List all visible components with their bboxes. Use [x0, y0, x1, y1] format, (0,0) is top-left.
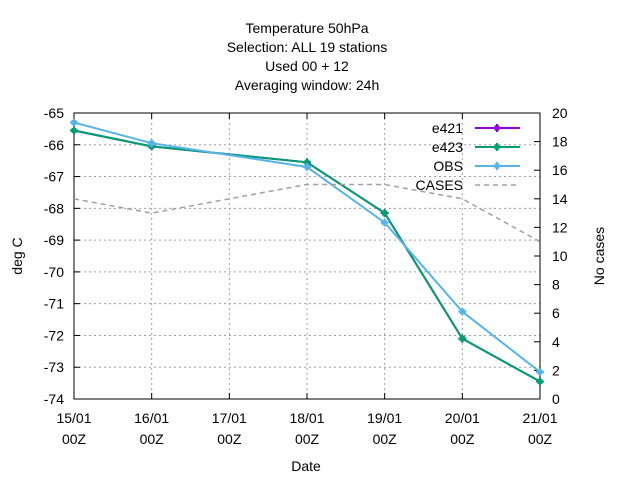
data-point — [493, 124, 501, 132]
data-point — [458, 307, 467, 316]
y2-tick-label: 16 — [552, 162, 568, 178]
marker-dot — [304, 159, 310, 165]
y2-tick-label: 2 — [552, 362, 560, 378]
marker-dot — [71, 127, 77, 133]
y2-tick-label: 8 — [552, 277, 560, 293]
y-tick-label: -74 — [44, 391, 64, 407]
data-point — [493, 162, 501, 170]
title-line: Selection: ALL 19 stations — [227, 39, 388, 55]
y2-axis-label: No cases — [591, 227, 607, 285]
title-line: Used 00 + 12 — [265, 58, 349, 74]
series — [70, 118, 544, 386]
data-point — [380, 218, 389, 227]
data-point — [493, 143, 501, 151]
x-tick-label: 15/01 — [56, 410, 91, 426]
y2-tick-label: 4 — [552, 334, 560, 350]
data-point — [536, 377, 544, 386]
y2-tick-label: 12 — [552, 219, 568, 235]
marker-dot — [494, 125, 500, 131]
x-tick-label: 00Z — [62, 431, 87, 447]
y2-tick-label: 0 — [552, 391, 560, 407]
y-tick-label: -72 — [44, 327, 64, 343]
legend-label: e423 — [432, 139, 463, 155]
data-point — [536, 367, 544, 376]
grid — [74, 113, 540, 399]
marker-dot — [494, 163, 500, 169]
y2-tick-label: 14 — [552, 191, 568, 207]
x-tick-label: 00Z — [217, 431, 242, 447]
x-tick-label: 00Z — [295, 431, 320, 447]
x-tick-label: 18/01 — [289, 410, 324, 426]
data-point — [380, 209, 389, 218]
y-tick-label: -70 — [44, 264, 64, 280]
marker-dot — [537, 369, 543, 375]
legend-label: CASES — [416, 177, 463, 193]
x-tick-label: 17/01 — [212, 410, 247, 426]
axes: -65 -66 -67 -68 -69 -70 -71 -72 -73 -74 0 2 4 6 8 10 12 1… — [9, 105, 607, 474]
marker-dot — [537, 379, 543, 385]
marker-dot — [304, 164, 310, 170]
x-tick-label: 00Z — [140, 431, 165, 447]
x-tick-label: 21/01 — [522, 410, 557, 426]
series-line — [73, 183, 541, 243]
y-tick-label: -67 — [44, 169, 64, 185]
x-tick-label: 00Z — [528, 431, 553, 447]
data-point — [147, 139, 156, 148]
y-tick-label: -73 — [44, 359, 64, 375]
x-tick-label: 19/01 — [367, 410, 402, 426]
y2-tick-label: 20 — [552, 105, 568, 121]
plot-frame — [73, 112, 541, 400]
y-tick-label: -65 — [44, 105, 64, 121]
legend: e421 e423 OBS CASES — [416, 120, 520, 193]
legend-label: e421 — [432, 120, 463, 136]
data-point — [70, 118, 78, 127]
title-line: Temperature 50hPa — [246, 20, 369, 36]
data-point — [458, 334, 467, 343]
series-line — [73, 121, 541, 373]
y2-tick-label: 18 — [552, 134, 568, 150]
y2-tick-label: 6 — [552, 305, 560, 321]
y2-tick-label: 10 — [552, 248, 568, 264]
x-tick-label: 00Z — [373, 431, 398, 447]
marker-dot — [459, 309, 465, 315]
y-tick-label: -66 — [44, 137, 64, 153]
x-tick-label: 20/01 — [445, 410, 480, 426]
chart-title: Temperature 50hPa Selection: ALL 19 stati… — [227, 20, 388, 93]
x-tick-label: 00Z — [450, 431, 475, 447]
marker-dot — [459, 336, 465, 342]
y-tick-label: -69 — [44, 232, 64, 248]
marker-dot — [382, 220, 388, 226]
series-cases — [73, 183, 541, 243]
marker-dot — [71, 120, 77, 126]
x-tick-label: 16/01 — [134, 410, 169, 426]
marker-dot — [382, 210, 388, 216]
y-tick-label: -71 — [44, 296, 64, 312]
y-axis-label: deg C — [9, 237, 25, 274]
data-point — [303, 163, 311, 172]
y-tick-label: -68 — [44, 200, 64, 216]
x-axis-label: Date — [291, 458, 321, 474]
marker-dot — [149, 140, 155, 146]
legend-label: OBS — [433, 158, 463, 174]
series-line — [73, 129, 541, 383]
title-line: Averaging window: 24h — [235, 77, 380, 93]
series-obs — [70, 118, 544, 376]
marker-dot — [494, 144, 500, 150]
data-point — [70, 126, 78, 135]
